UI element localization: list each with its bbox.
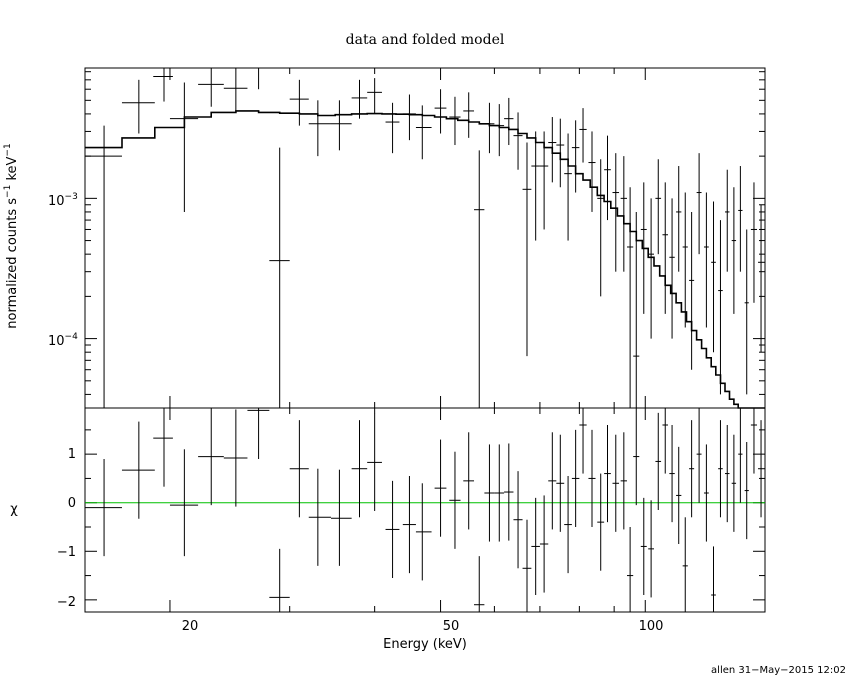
bottom-ytick-label-0: 0	[68, 496, 76, 511]
top-y-axis-label-text: normalized counts s	[5, 198, 20, 329]
top-y-axis-label-sup2: −1	[3, 143, 13, 156]
top-y-axis-label: normalized counts s−1 keV−1	[3, 143, 20, 328]
bottom-ytick-label-1: 1	[68, 447, 76, 462]
top-y-axis-label-unit: keV	[5, 156, 20, 180]
xtick-label-20: 20	[182, 619, 199, 634]
footer-credit: allen 31−May−2015 12:02	[711, 665, 846, 676]
top-ytick-label-1e-4: 10−4	[48, 332, 78, 349]
bottom-ytick-label-m1: −1	[57, 545, 76, 560]
xtick-label-100: 100	[639, 619, 664, 634]
bottom-ytick-label-m2: −2	[57, 595, 76, 610]
chart-title: data and folded model	[346, 32, 505, 48]
top-y-axis-label-sup1: −1	[3, 185, 13, 198]
xtick-label-50: 50	[443, 619, 460, 634]
bottom-y-axis-label: χ	[10, 502, 18, 517]
model-step-line	[85, 110, 765, 409]
x-axis-label: Energy (keV)	[383, 637, 467, 652]
top-ytick-label-1e-3: 10−3	[48, 192, 78, 209]
bottom-panel-frame	[84, 407, 766, 613]
plot-layer	[84, 67, 766, 613]
